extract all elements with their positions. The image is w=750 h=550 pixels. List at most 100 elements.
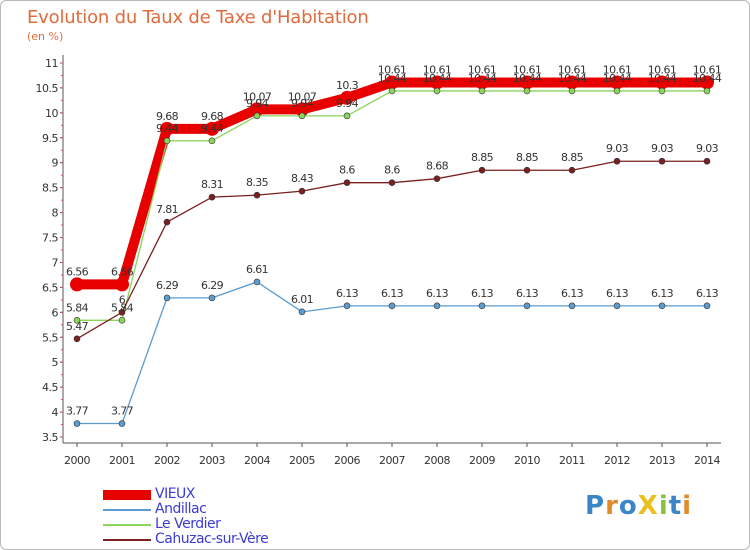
x-tick-label: 2001 (109, 454, 135, 467)
data-label-le-verdier: 10.44 (648, 72, 677, 85)
x-tick-label: 2002 (154, 454, 180, 467)
data-label-cahuzac-sur-vere: 6 (119, 293, 126, 306)
y-tick-label: 6 (52, 306, 59, 319)
y-tick-label: 3.5 (42, 431, 58, 444)
data-label-cahuzac-sur-vere: 8.31 (201, 178, 223, 191)
proxiti-logo: ProXiti (585, 491, 693, 521)
x-tick-label: 2009 (469, 454, 495, 467)
data-label-cahuzac-sur-vere: 5.47 (66, 320, 89, 333)
data-label-le-verdier: 9.94 (291, 97, 314, 110)
y-tick-label: 10 (45, 107, 58, 120)
data-label-vieux: 10.3 (336, 79, 359, 92)
data-point-cahuzac-sur-vere (118, 309, 126, 316)
data-point-andillac (613, 302, 621, 310)
data-point-vieux (430, 75, 444, 90)
legend-item-cahuzac: Cahuzac-sur-Vère (103, 532, 303, 547)
data-point-le-verdier (523, 87, 531, 95)
data-point-le-verdier (208, 137, 216, 145)
data-point-vieux (340, 90, 354, 105)
x-tick-label: 2004 (244, 454, 270, 467)
data-label-cahuzac-sur-vere: 8.85 (471, 151, 494, 164)
data-label-andillac: 6.13 (651, 287, 674, 300)
data-label-cahuzac-sur-vere: 9.03 (651, 142, 674, 155)
data-label-andillac: 6.29 (156, 279, 179, 292)
data-point-vieux (385, 75, 399, 90)
y-tick-label: 10.5 (36, 82, 59, 95)
data-point-andillac (658, 302, 666, 310)
data-point-le-verdier (73, 317, 81, 324)
data-label-cahuzac-sur-vere: 8.6 (384, 164, 400, 177)
data-label-vieux: 10.61 (468, 63, 497, 76)
data-point-le-verdier (298, 112, 306, 120)
data-label-cahuzac-sur-vere: 8.6 (339, 164, 355, 177)
y-tick-label: 9.5 (42, 132, 58, 145)
data-label-le-verdier: 5.84 (111, 301, 134, 314)
data-label-andillac: 6.13 (336, 287, 359, 300)
data-point-cahuzac-sur-vere (163, 218, 171, 226)
data-point-vieux (655, 75, 669, 90)
data-label-cahuzac-sur-vere: 8.68 (426, 160, 449, 173)
data-point-le-verdier (388, 87, 396, 95)
data-point-le-verdier (433, 87, 441, 95)
legend-swatch-cahuzac (103, 538, 151, 541)
data-point-le-verdier (568, 87, 576, 95)
data-label-cahuzac-sur-vere: 9.03 (606, 142, 629, 155)
data-label-andillac: 6.13 (696, 287, 719, 300)
data-label-vieux: 6.56 (66, 265, 89, 278)
data-label-andillac: 6.13 (426, 287, 449, 300)
y-tick-label: 5.5 (42, 331, 58, 344)
data-point-vieux (205, 121, 219, 136)
data-label-cahuzac-sur-vere: 8.85 (561, 151, 584, 164)
data-point-andillac (118, 420, 126, 427)
data-point-le-verdier (703, 87, 711, 95)
data-label-vieux: 9.68 (156, 110, 179, 123)
chart-subtitle: (en %) (27, 30, 64, 43)
data-point-vieux (115, 277, 129, 292)
data-label-le-verdier: 5.84 (66, 301, 89, 314)
data-point-andillac (433, 302, 441, 310)
data-label-andillac: 6.13 (471, 287, 494, 300)
data-point-vieux (70, 277, 84, 292)
data-point-cahuzac-sur-vere (343, 179, 351, 186)
chart-title: Evolution du Taux de Taxe d'Habitation (27, 7, 369, 28)
data-point-vieux (520, 75, 534, 90)
data-point-vieux (565, 75, 579, 90)
legend-label-le-verdier: Le Verdier (155, 516, 221, 532)
data-point-le-verdier (658, 87, 666, 95)
data-label-cahuzac-sur-vere: 8.43 (291, 172, 314, 185)
data-label-le-verdier: 9.44 (156, 122, 179, 135)
data-point-cahuzac-sur-vere (703, 157, 711, 165)
data-label-le-verdier: 9.94 (246, 97, 269, 110)
data-point-cahuzac-sur-vere (253, 191, 261, 199)
x-tick-label: 2005 (289, 454, 315, 467)
data-point-andillac (568, 302, 576, 310)
data-label-vieux: 10.61 (423, 63, 452, 76)
data-point-andillac (478, 302, 486, 310)
data-label-vieux: 10.07 (288, 90, 317, 103)
legend-label-vieux: VIEUX (155, 486, 195, 502)
data-label-le-verdier: 9.44 (201, 122, 224, 135)
x-tick-label: 2012 (604, 454, 630, 467)
data-label-andillac: 6.13 (516, 287, 539, 300)
data-point-le-verdier (253, 112, 261, 120)
data-point-cahuzac-sur-vere (73, 335, 81, 343)
data-point-andillac (73, 420, 81, 427)
data-label-le-verdier: 10.44 (513, 72, 542, 85)
data-point-andillac (523, 302, 531, 310)
legend-swatch-vieux (103, 489, 151, 500)
data-label-vieux: 10.07 (243, 90, 272, 103)
x-tick-label: 2010 (514, 454, 540, 467)
data-point-cahuzac-sur-vere (388, 179, 396, 186)
data-point-andillac (163, 294, 171, 302)
data-point-cahuzac-sur-vere (478, 166, 486, 174)
legend-swatch-andillac (103, 508, 151, 511)
y-tick-label: 7.5 (42, 232, 58, 245)
data-point-vieux (250, 102, 264, 117)
data-label-andillac: 6.13 (381, 287, 404, 300)
data-label-vieux: 6.56 (111, 265, 134, 278)
data-point-andillac (703, 302, 711, 310)
data-point-le-verdier (343, 112, 351, 120)
data-label-le-verdier: 10.44 (423, 72, 452, 85)
legend-label-cahuzac: Cahuzac-sur-Vère (155, 531, 269, 547)
data-label-vieux: 9.68 (201, 110, 224, 123)
